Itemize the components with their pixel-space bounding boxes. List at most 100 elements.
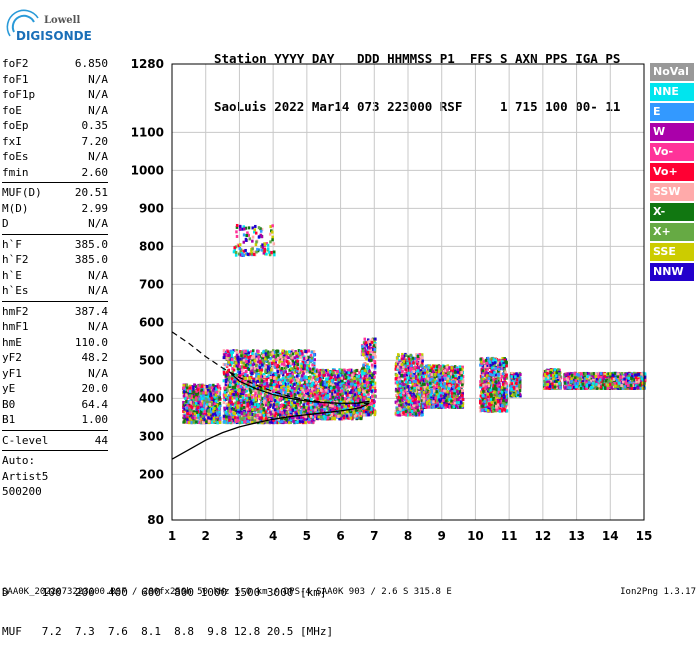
echo-point: [250, 400, 253, 403]
echo-point: [267, 414, 270, 417]
echo-point: [244, 377, 247, 380]
echo-point: [188, 421, 191, 424]
echo-point: [332, 380, 335, 383]
echo-point: [312, 382, 315, 385]
echo-point: [339, 384, 342, 387]
echo-point: [296, 360, 299, 363]
echo-point: [326, 378, 329, 381]
echo-point: [246, 397, 249, 400]
echo-point: [288, 350, 291, 353]
echo-point: [336, 407, 339, 410]
echo-point: [306, 380, 309, 383]
echo-point: [274, 380, 277, 383]
echo-point: [290, 381, 293, 384]
echo-point: [273, 403, 276, 406]
echo-point: [195, 397, 198, 400]
echo-point: [266, 382, 269, 385]
echo-point: [200, 403, 203, 406]
echo-point: [227, 350, 230, 353]
echo-point: [341, 389, 344, 392]
echo-point: [280, 389, 283, 392]
echo-point: [341, 392, 344, 395]
echo-point: [259, 361, 262, 364]
echo-point: [279, 378, 282, 381]
echo-point: [207, 416, 210, 419]
echo-point: [310, 415, 313, 418]
echo-point: [338, 412, 341, 415]
echo-point: [250, 366, 253, 369]
echo-point: [281, 411, 284, 414]
echo-point: [229, 392, 232, 395]
echo-point: [337, 393, 340, 396]
echo-point: [267, 403, 270, 406]
echo-point: [266, 378, 269, 381]
echo-point: [320, 409, 323, 412]
echo-point: [255, 398, 257, 401]
echo-point: [240, 407, 243, 410]
echo-point: [333, 417, 336, 420]
echo-point: [289, 364, 292, 367]
echo-point: [242, 396, 245, 399]
echo-point: [229, 399, 232, 402]
echo-point: [201, 415, 204, 418]
echo-point: [353, 377, 356, 380]
echo-point: [280, 386, 283, 389]
echo-point: [292, 375, 295, 378]
echo-point: [194, 417, 197, 420]
echo-point: [307, 402, 310, 405]
echo-point: [278, 361, 281, 364]
echo-point: [349, 391, 352, 394]
echo-point: [215, 400, 218, 403]
echo-point: [307, 389, 310, 392]
echo-point: [277, 354, 280, 357]
echo-point: [228, 407, 231, 410]
echo-point: [289, 392, 292, 395]
echo-point: [210, 410, 213, 413]
echo-point: [238, 371, 241, 374]
echo-point: [346, 400, 349, 403]
echo-point: [253, 356, 256, 359]
echo-point: [301, 397, 304, 400]
echo-point: [286, 411, 289, 414]
echo-point: [252, 380, 255, 383]
echo-point: [316, 378, 319, 381]
echo-point: [334, 375, 337, 378]
echo-point: [245, 360, 248, 363]
echo-point: [285, 398, 288, 401]
echo-point: [354, 384, 357, 387]
echo-point: [201, 385, 204, 388]
echo-point: [292, 409, 295, 412]
echo-point: [183, 415, 186, 418]
echo-point: [228, 419, 231, 422]
echo-point: [342, 371, 345, 374]
echo-point: [281, 363, 284, 366]
echo-point: [284, 405, 287, 408]
echo-point: [248, 368, 251, 371]
echo-point: [311, 364, 314, 367]
echo-point: [325, 389, 328, 392]
echo-point: [223, 401, 226, 404]
echo-point: [331, 408, 334, 411]
echo-point: [289, 354, 292, 357]
echo-point: [235, 397, 238, 400]
echo-point: [235, 374, 238, 377]
echo-point: [302, 372, 305, 375]
echo-point: [247, 351, 250, 354]
echo-point: [218, 407, 221, 410]
echo-point: [223, 420, 226, 423]
echo-point: [310, 359, 313, 362]
echo-point: [264, 365, 267, 368]
echo-point: [290, 362, 293, 365]
echo-point: [319, 397, 322, 400]
echo-point: [309, 368, 312, 371]
echo-point: [188, 394, 191, 397]
echo-point: [311, 357, 314, 360]
echo-point: [183, 420, 186, 423]
echo-point: [251, 416, 254, 419]
echo-point: [224, 394, 227, 397]
echo-point: [251, 372, 254, 375]
echo-point: [223, 407, 226, 410]
echo-point: [192, 391, 195, 394]
echo-point: [308, 380, 311, 383]
echo-point: [209, 392, 212, 395]
